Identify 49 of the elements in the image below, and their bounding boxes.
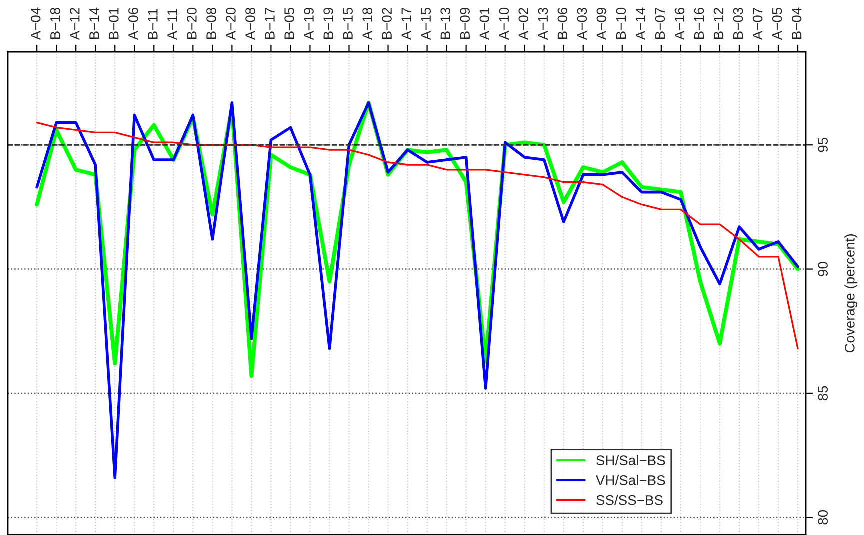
x-tick-label: B−01 — [109, 8, 119, 40]
x-tick-label: B−04 — [792, 8, 802, 40]
x-tick-label: B−10 — [616, 8, 626, 40]
line-series — [36, 122, 799, 350]
legend-label: SH/Sal−BS — [596, 455, 666, 466]
x-tick-label: A−12 — [70, 8, 80, 40]
y-tick-label: 80 — [818, 510, 828, 525]
x-tick-label: B−20 — [187, 8, 197, 40]
x-tick-label: B−14 — [90, 8, 100, 40]
x-tick-label: A−19 — [304, 8, 314, 40]
x-tick-label: A−01 — [480, 8, 490, 40]
x-tick-label: B−17 — [265, 8, 275, 40]
x-tick-label: B−13 — [440, 8, 451, 40]
x-tick-label: B−12 — [714, 8, 724, 40]
x-tick-label: A−06 — [128, 8, 138, 40]
x-tick-label: B−18 — [50, 8, 60, 40]
x-tick-label: A−17 — [402, 8, 412, 40]
x-tick-label: B−08 — [206, 8, 216, 40]
x-tick-label: A−14 — [636, 8, 646, 40]
y-tick-label: 90 — [818, 262, 828, 276]
x-tick-label: B−09 — [460, 8, 470, 40]
x-tick-label: B−19 — [324, 8, 334, 40]
x-tick-label: A−11 — [168, 9, 178, 40]
x-tick-label: B−11 — [148, 9, 158, 40]
y-axis-title: Coverage (percent) — [844, 234, 858, 353]
x-tick-label: A−07 — [752, 8, 763, 40]
x-tick-label: B−06 — [558, 8, 568, 40]
x-tick-label: A−09 — [596, 8, 607, 40]
x-tick-label: A−18 — [362, 8, 372, 40]
x-tick-label: A−20 — [226, 8, 236, 40]
legend-label: VH/Sal−BS — [596, 475, 666, 486]
x-tick-label: B−05 — [284, 8, 294, 40]
y-tick-label: 85 — [818, 386, 828, 401]
y-tick-label: 95 — [818, 138, 828, 152]
x-tick-label: A−05 — [772, 8, 782, 40]
x-tick-label: A−02 — [518, 8, 529, 40]
x-tick-label: A−08 — [246, 8, 256, 40]
x-tick-label: B−16 — [694, 8, 704, 40]
legend-label: SS/SS−BS — [596, 495, 663, 506]
x-tick-label: A−10 — [499, 8, 510, 40]
x-tick-label: A−04 — [30, 8, 41, 40]
x-tick-label: B−07 — [655, 8, 666, 40]
x-tick-label: A−15 — [421, 8, 432, 40]
x-tick-label: A−13 — [538, 8, 548, 40]
x-tick-label: B−15 — [343, 8, 353, 40]
x-tick-label: B−02 — [382, 8, 392, 40]
x-tick-label: A−03 — [577, 8, 588, 40]
x-tick-label: B−03 — [733, 8, 744, 40]
x-tick-label: A−16 — [674, 8, 685, 40]
